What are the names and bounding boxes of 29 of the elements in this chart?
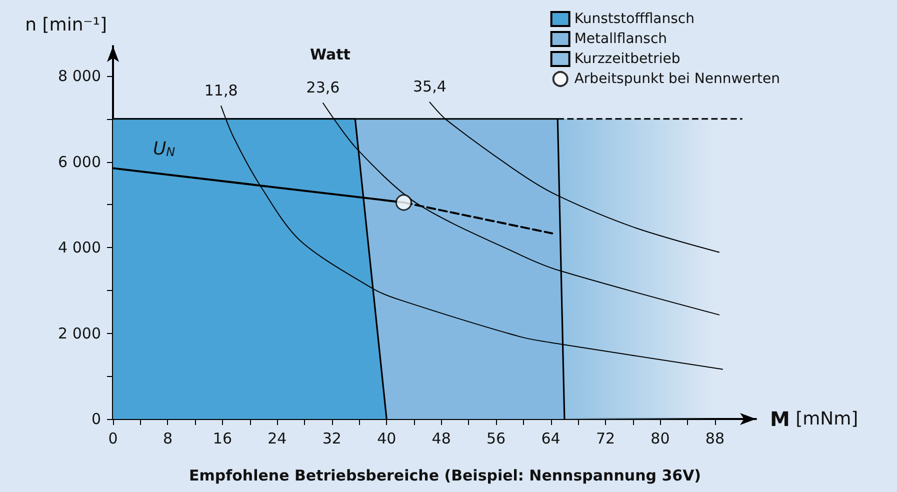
x-tick-label: 32 [322, 430, 342, 448]
series-label: 23,6 [306, 78, 340, 97]
x-tick-label: 8 [162, 430, 172, 448]
x-tick-label: 88 [705, 430, 725, 448]
x-tick-label: 0 [108, 430, 118, 448]
series-label: 35,4 [413, 78, 446, 96]
x-tick-label: 64 [541, 430, 560, 448]
y-axis-title: n [min⁻¹] [25, 14, 107, 36]
y-tick-label: 2 000 [58, 324, 101, 342]
y-tick-label: 4 000 [58, 238, 101, 257]
x-tick-label: 40 [377, 430, 396, 448]
x-tick-label: 56 [486, 430, 506, 448]
x-tick-label: 80 [650, 430, 670, 448]
legend-label: Kurzzeitbetrieb [574, 51, 680, 67]
y-tick-label: 8 000 [58, 67, 101, 86]
annotation: Watt [310, 46, 350, 64]
x-tick-label: 72 [596, 430, 616, 448]
series-label: 11,8 [204, 82, 238, 100]
legend-label: Kunststoffflansch [574, 11, 695, 27]
y-tick-label: 6 000 [58, 152, 101, 171]
x-tick-label: 16 [212, 430, 232, 448]
x-tick-label: 48 [432, 430, 451, 448]
y-tick-label: 0 [91, 410, 101, 428]
text: Empfohlene Betriebsbereiche (Beispiel: Nennspannung 36V) [188, 466, 702, 484]
series-label: UN [153, 138, 176, 160]
x-tick-label: 24 [268, 430, 287, 448]
legend-label: Metallflansch [574, 31, 668, 47]
x-axis-title: M [mNm] [770, 407, 858, 431]
legend-label: Arbeitspunkt bei Nennwerten [574, 71, 780, 87]
